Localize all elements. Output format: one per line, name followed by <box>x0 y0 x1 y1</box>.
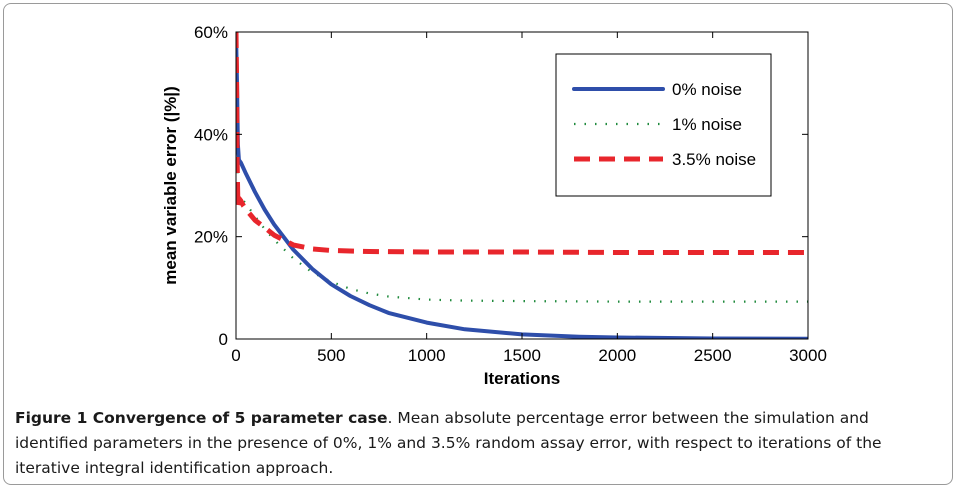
y-tick-label: 40% <box>194 125 228 144</box>
y-tick-label: 0 <box>219 330 228 349</box>
figure-frame <box>3 3 953 485</box>
figure-caption: Figure 1 Convergence of 5 parameter case… <box>15 406 945 481</box>
legend-label: 0% noise <box>672 80 742 99</box>
y-axis-label: mean variable error (|%|) <box>161 86 180 284</box>
x-tick-label: 2000 <box>598 346 636 365</box>
y-tick-label: 60% <box>194 23 228 42</box>
caption-title: Figure 1 Convergence of 5 parameter case <box>15 409 388 427</box>
series-line-3-5-noise <box>236 32 808 255</box>
caption-text: . Mean absolute percentage error between… <box>15 409 882 477</box>
legend-label: 1% noise <box>672 115 742 134</box>
x-tick-label: 1000 <box>408 346 446 365</box>
legend: 0% noise 1% noise 3.5% noise <box>555 53 772 197</box>
legend-box <box>555 53 772 197</box>
series-line-0-noise <box>236 32 808 339</box>
convergence-chart: 0 500 1000 1500 2000 2500 3000 0 20% 40% 60% Itera… <box>161 23 827 388</box>
x-tick-label: 0 <box>231 346 240 365</box>
x-axis-label: Iterations <box>484 369 561 388</box>
x-tick-label: 500 <box>317 346 345 365</box>
x-tick-label: 1500 <box>503 346 541 365</box>
ticks-layer: 0 500 1000 1500 2000 2500 3000 0 20% 40% 60% <box>194 23 827 365</box>
x-tick-label: 3000 <box>789 346 827 365</box>
legend-label: 3.5% noise <box>672 150 756 169</box>
x-tick-label: 2500 <box>694 346 732 365</box>
series-layer <box>236 32 808 339</box>
y-tick-label: 20% <box>194 228 228 247</box>
series-line-1-noise <box>236 108 808 303</box>
